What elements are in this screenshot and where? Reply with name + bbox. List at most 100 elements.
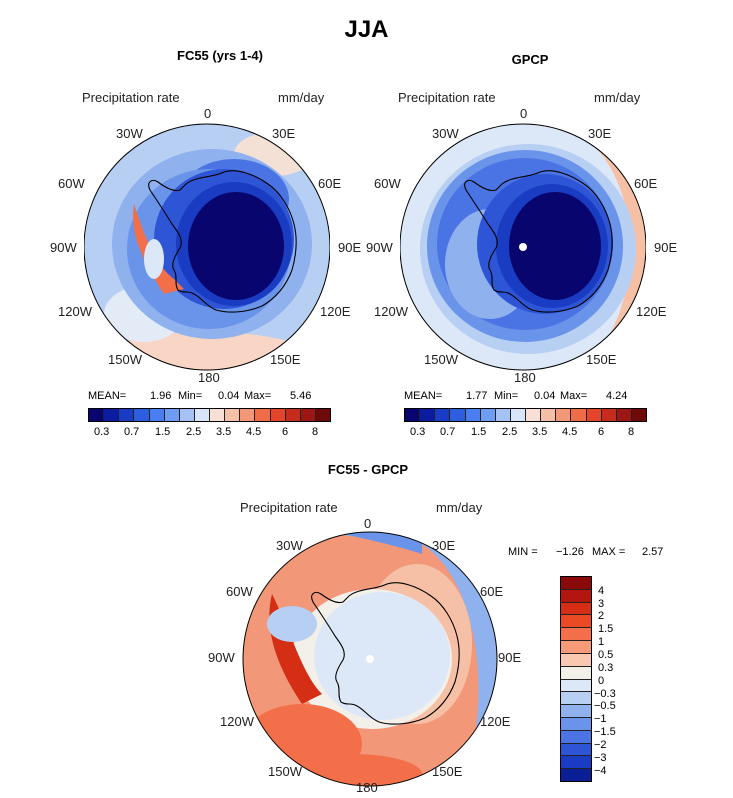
fc55-cb-tick: 2.5 [186, 426, 202, 438]
colorbar-swatch [420, 409, 436, 421]
colorbar-swatch [194, 409, 210, 421]
colorbar-swatch [586, 409, 602, 421]
diff-var-label: Precipitation rate [240, 500, 338, 515]
gpcp-max-label: Max= [560, 390, 588, 402]
fc55-lon-0: 0 [204, 106, 212, 121]
colorbar-swatch [561, 730, 591, 744]
gpcp-mean: 1.77 [466, 390, 488, 402]
colorbar-swatch [561, 577, 591, 590]
colorbar-swatch [300, 409, 316, 421]
colorbar-swatch [119, 409, 135, 421]
fc55-min-label: Min= [178, 390, 203, 402]
diff-cb-tick: −0.5 [594, 700, 616, 712]
gpcp-lon-30e: 30E [588, 126, 612, 141]
colorbar-swatch [285, 409, 301, 421]
diff-lon-150e: 150E [432, 764, 463, 779]
fc55-lon-90w: 90W [50, 240, 77, 255]
diff-cb-tick: −1 [594, 713, 607, 725]
fc55-lon-60w: 60W [58, 176, 85, 191]
diff-colorbar [560, 576, 592, 782]
colorbar-swatch [561, 653, 591, 667]
diff-lon-0: 0 [364, 516, 372, 531]
colorbar-swatch [561, 743, 591, 757]
colorbar-swatch [561, 602, 591, 616]
diff-cb-tick: −2 [594, 739, 607, 751]
colorbar-swatch [179, 409, 195, 421]
gpcp-cb-tick: 0.3 [410, 426, 426, 438]
fc55-subtitle: FC55 (yrs 1-4) [177, 48, 263, 63]
colorbar-swatch [561, 756, 591, 770]
diff-lon-30e: 30E [432, 538, 456, 553]
diff-lon-60e: 60E [480, 584, 504, 599]
gpcp-mean-label: MEAN= [404, 390, 443, 402]
fc55-cb-tick: 0.7 [124, 426, 140, 438]
gpcp-var-label: Precipitation rate [398, 90, 496, 105]
fc55-lon-120e: 120E [320, 304, 351, 319]
gpcp-polar-map [400, 123, 646, 371]
diff-cb-tick: 0.3 [598, 662, 614, 674]
gpcp-lon-120w: 120W [374, 304, 408, 319]
colorbar-swatch [134, 409, 150, 421]
colorbar-swatch [526, 409, 542, 421]
diff-lon-90e: 90E [498, 650, 522, 665]
fc55-max-label: Max= [244, 390, 272, 402]
gpcp-lon-0: 0 [520, 106, 528, 121]
colorbar-swatch [435, 409, 451, 421]
fc55-colorbar [88, 408, 331, 422]
diff-cb-tick: 2 [598, 610, 605, 622]
colorbar-swatch [561, 666, 591, 680]
colorbar-swatch [556, 409, 572, 421]
fc55-lon-150w: 150W [108, 352, 142, 367]
colorbar-swatch [561, 769, 591, 781]
gpcp-cb-tick: 0.7 [440, 426, 456, 438]
colorbar-swatch [561, 641, 591, 654]
colorbar-swatch [510, 409, 526, 421]
diff-lon-90w: 90W [208, 650, 235, 665]
colorbar-swatch [561, 705, 591, 718]
diff-lon-120w: 120W [220, 714, 254, 729]
colorbar-swatch [465, 409, 481, 421]
fc55-var-label: Precipitation rate [82, 90, 180, 105]
colorbar-swatch [270, 409, 286, 421]
colorbar-swatch [631, 409, 646, 421]
fc55-cb-tick: 0.3 [94, 426, 110, 438]
gpcp-lon-150e: 150E [586, 352, 617, 367]
fc55-polar-map [84, 123, 330, 371]
fc55-lon-180: 180 [198, 370, 220, 385]
diff-cb-tick: 1.5 [598, 623, 614, 635]
diff-lon-180: 180 [356, 780, 378, 795]
gpcp-cb-tick: 2.5 [502, 426, 518, 438]
diff-lon-60w: 60W [226, 584, 253, 599]
fc55-lon-90e: 90E [338, 240, 362, 255]
colorbar-swatch [315, 409, 330, 421]
diff-cb-tick: 4 [598, 585, 605, 597]
colorbar-swatch [450, 409, 466, 421]
gpcp-lon-180: 180 [514, 370, 536, 385]
colorbar-swatch [561, 628, 591, 642]
fc55-lon-150e: 150E [270, 352, 301, 367]
colorbar-swatch [480, 409, 496, 421]
gpcp-subtitle: GPCP [511, 52, 549, 67]
fc55-mean: 1.96 [150, 390, 172, 402]
gpcp-lon-120e: 120E [636, 304, 667, 319]
colorbar-swatch [541, 409, 557, 421]
gpcp-max: 4.24 [606, 390, 628, 402]
gpcp-lon-60w: 60W [374, 176, 401, 191]
gpcp-min: 0.04 [534, 390, 556, 402]
diff-max-label: MAX = [592, 546, 626, 558]
colorbar-swatch [561, 615, 591, 629]
diff-cb-tick: 3 [598, 598, 605, 610]
colorbar-swatch [210, 409, 226, 421]
gpcp-cb-tick: 8 [628, 426, 635, 438]
diff-min-label: MIN = [508, 546, 538, 558]
gpcp-lon-90e: 90E [654, 240, 678, 255]
colorbar-swatch [240, 409, 256, 421]
fc55-cb-tick: 3.5 [216, 426, 232, 438]
gpcp-cb-tick: 6 [598, 426, 605, 438]
colorbar-swatch [561, 717, 591, 731]
fc55-lon-30e: 30E [272, 126, 296, 141]
gpcp-cb-tick: 1.5 [471, 426, 487, 438]
fc55-cb-tick: 6 [282, 426, 289, 438]
diff-cb-tick: −3 [594, 752, 607, 764]
fc55-cb-tick: 4.5 [246, 426, 262, 438]
